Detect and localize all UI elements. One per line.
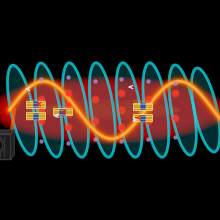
Ellipse shape [2, 84, 214, 136]
Ellipse shape [8, 88, 208, 132]
Ellipse shape [4, 85, 213, 135]
Ellipse shape [34, 62, 63, 158]
Ellipse shape [0, 80, 220, 140]
Ellipse shape [14, 92, 202, 128]
Ellipse shape [6, 87, 210, 133]
Ellipse shape [89, 62, 116, 158]
Ellipse shape [7, 65, 37, 155]
Bar [133, 112, 152, 123]
Bar [33, 101, 38, 107]
Ellipse shape [7, 64, 37, 156]
Bar [26, 99, 45, 110]
Ellipse shape [36, 107, 180, 113]
Bar [26, 101, 45, 108]
Bar [33, 113, 38, 119]
Bar [140, 115, 145, 121]
Ellipse shape [142, 62, 170, 158]
Bar [133, 103, 152, 110]
Ellipse shape [62, 63, 89, 157]
Bar [133, 101, 152, 112]
Bar [133, 114, 152, 121]
Ellipse shape [35, 63, 63, 157]
Bar [26, 110, 45, 121]
Ellipse shape [0, 138, 4, 152]
Ellipse shape [9, 89, 207, 131]
Ellipse shape [36, 104, 180, 116]
Ellipse shape [191, 67, 220, 153]
Polygon shape [11, 130, 14, 159]
Ellipse shape [0, 141, 1, 149]
Ellipse shape [0, 81, 219, 139]
Ellipse shape [0, 140, 3, 151]
Bar [140, 103, 145, 109]
Bar [53, 108, 72, 115]
Ellipse shape [36, 100, 180, 120]
Ellipse shape [191, 68, 220, 152]
Ellipse shape [116, 63, 142, 157]
Ellipse shape [0, 77, 220, 143]
Ellipse shape [5, 86, 211, 134]
Ellipse shape [11, 90, 205, 130]
Ellipse shape [89, 63, 116, 157]
Ellipse shape [0, 82, 217, 138]
Polygon shape [0, 130, 14, 134]
Ellipse shape [116, 62, 143, 158]
Ellipse shape [36, 101, 180, 119]
Bar [0, 135, 12, 160]
Ellipse shape [0, 79, 220, 141]
Bar [59, 109, 65, 115]
Ellipse shape [0, 75, 220, 145]
Ellipse shape [143, 63, 169, 157]
Bar [53, 106, 72, 118]
Ellipse shape [0, 77, 220, 143]
Ellipse shape [36, 106, 180, 114]
Ellipse shape [15, 92, 201, 128]
Ellipse shape [168, 64, 197, 156]
Ellipse shape [62, 62, 89, 158]
Bar [26, 112, 45, 119]
Bar [0, 134, 11, 159]
Ellipse shape [169, 65, 196, 155]
Ellipse shape [0, 78, 220, 142]
Ellipse shape [0, 83, 216, 137]
Ellipse shape [36, 103, 180, 117]
Ellipse shape [13, 90, 204, 130]
